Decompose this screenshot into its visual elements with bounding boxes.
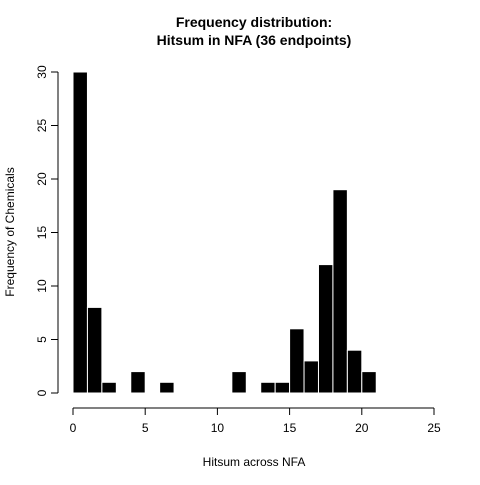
x-tick-label: 20: [355, 421, 369, 435]
y-tick-label: 25: [35, 119, 49, 133]
x-tick-label: 0: [70, 421, 77, 435]
y-axis-label: Frequency of Chemicals: [3, 167, 17, 296]
histogram-bar: [86, 306, 103, 394]
y-tick-label: 20: [35, 172, 49, 186]
y-tick-label: 30: [35, 65, 49, 79]
chart-title-line-2: Hitsum in NFA (36 endpoints): [157, 32, 352, 48]
y-tick-label: 10: [35, 279, 49, 293]
y-tick-label: 5: [35, 336, 49, 343]
histogram-bar: [130, 371, 146, 394]
histogram-bar: [332, 189, 348, 394]
x-tick-label: 10: [211, 421, 225, 435]
histogram-bar: [260, 381, 276, 394]
x-tick-label: 25: [427, 421, 441, 435]
y-tick-label: 15: [35, 226, 49, 240]
histogram-bar: [346, 349, 363, 394]
histogram-bar: [101, 381, 117, 394]
x-axis-label: Hitsum across NFA: [203, 455, 306, 469]
histogram-bar: [159, 381, 175, 394]
histogram-bar: [274, 381, 291, 394]
chart-title-line-1: Frequency distribution:: [176, 14, 332, 30]
y-axis: 0 5 10 15 20 25 30: [35, 65, 59, 396]
histogram-bar: [303, 360, 319, 394]
x-tick-label: 15: [283, 421, 297, 435]
x-tick-label: 5: [142, 421, 149, 435]
bars-layer: [72, 71, 377, 394]
histogram-bar: [231, 371, 247, 394]
histogram-bar: [289, 328, 305, 394]
histogram-bar: [361, 371, 377, 394]
y-tick-label: 0: [35, 389, 49, 396]
histogram-bar: [317, 264, 334, 394]
histogram-bar: [72, 71, 88, 394]
x-axis: 0 5 10 15 20 25: [70, 407, 441, 435]
